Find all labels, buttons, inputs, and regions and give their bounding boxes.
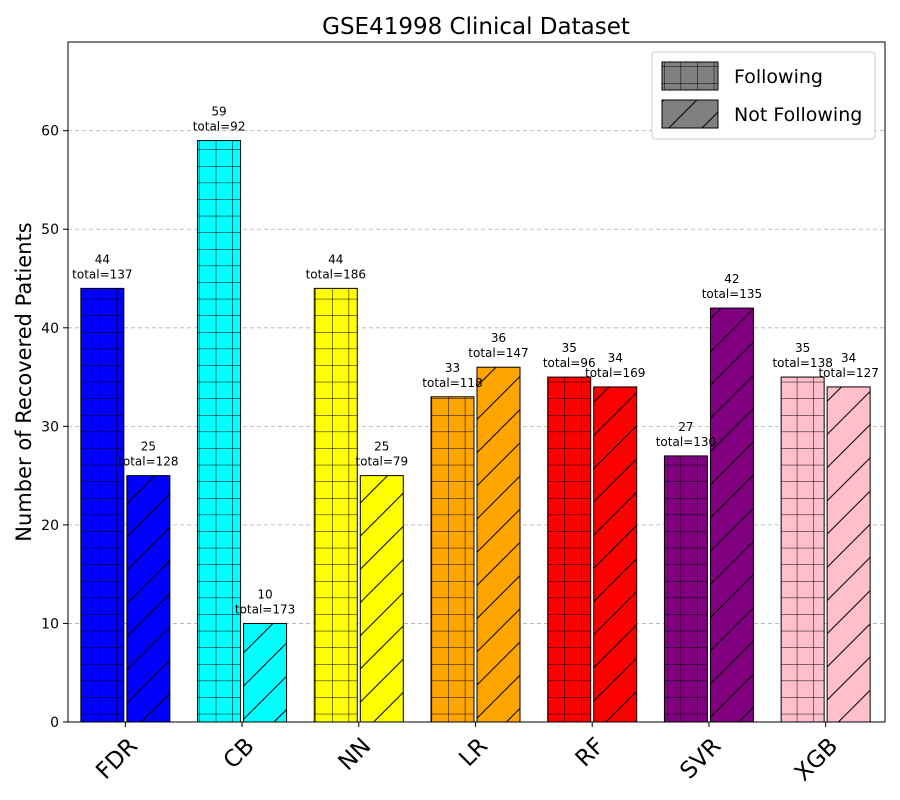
bar-hatch-xgb-following: [780, 376, 825, 723]
bars: [80, 140, 871, 723]
data-label-value: 44: [95, 252, 110, 266]
y-axis-label: Number of Recovered Patients: [12, 222, 36, 541]
y-axis: 0 10 20 30 40 50 60: [41, 124, 68, 731]
x-axis: FDR CB NN LR RF SVR XGB: [91, 722, 843, 786]
y-tick-label: 50: [41, 222, 59, 238]
data-label-value: 25: [374, 440, 389, 454]
data-label-total: total=130: [656, 435, 716, 449]
x-tick-label: LR: [454, 733, 493, 772]
data-label-total: total=128: [118, 455, 178, 469]
data-label-value: 36: [491, 331, 506, 345]
y-tick-label: 30: [41, 419, 59, 435]
data-label-total: total=186: [306, 267, 366, 281]
bar-hatch-rf-following: [547, 376, 592, 723]
chart-title: GSE41998 Clinical Dataset: [322, 14, 630, 40]
x-tick-label: FDR: [91, 733, 143, 785]
data-label-value: 42: [724, 272, 739, 286]
data-label-total: total=96: [543, 356, 596, 370]
bar-hatch-cb-not-following: [243, 622, 288, 723]
y-tick-label: 40: [41, 321, 59, 337]
data-label-value: 59: [211, 105, 226, 119]
bar-hatch-svr-not-following: [709, 307, 754, 723]
bar-hatch-svr-following: [663, 455, 708, 723]
data-label-total: total=127: [818, 366, 878, 380]
data-label-value: 27: [678, 420, 693, 434]
y-tick-label: 10: [41, 616, 59, 632]
bar-hatch-fdr-not-following: [126, 475, 171, 723]
legend-label-following: Following: [734, 66, 823, 88]
bar-hatch-lr-not-following: [476, 366, 521, 723]
data-label-total: total=135: [702, 287, 762, 301]
data-label-total: total=137: [72, 267, 132, 281]
data-label-value: 33: [445, 361, 460, 375]
y-tick-label: 0: [50, 715, 59, 731]
x-tick-label: SVR: [675, 733, 726, 784]
bar-hatch-cb-following: [197, 140, 242, 723]
data-label-total: total=169: [585, 366, 645, 380]
data-label-total: total=173: [235, 602, 295, 616]
bar-hatch-fdr-following: [80, 287, 125, 723]
legend-swatch-following-hatch: [661, 61, 719, 91]
x-tick-label: NN: [334, 733, 377, 776]
data-label-value: 34: [608, 351, 623, 365]
data-label-value: 44: [328, 252, 343, 266]
data-label-value: 34: [841, 351, 856, 365]
data-label-value: 10: [257, 587, 272, 601]
x-tick-label: XGB: [790, 733, 843, 786]
legend-label-not-following: Not Following: [734, 104, 862, 126]
data-label-value: 35: [562, 341, 577, 355]
data-label-total: total=147: [468, 346, 528, 360]
data-label-value: 35: [795, 341, 810, 355]
plot-frame: [67, 41, 886, 723]
data-labels: 44total=13725total=12859total=9210total=…: [72, 105, 879, 617]
x-tick-label: RF: [571, 733, 610, 772]
bar-hatch-nn-following: [313, 287, 358, 723]
y-tick-label: 20: [41, 518, 59, 534]
legend: Following Not Following: [651, 51, 876, 140]
legend-swatch-not-following-hatch: [661, 99, 719, 129]
y-tick-label: 60: [41, 124, 59, 140]
data-label-total: total=79: [355, 455, 408, 469]
bar-hatch-nn-not-following: [359, 475, 404, 723]
data-label-value: 25: [141, 440, 156, 454]
data-label-total: total=138: [772, 356, 832, 370]
bar-hatch-lr-following: [430, 396, 475, 723]
data-label-total: total=92: [193, 120, 246, 134]
data-label-total: total=118: [422, 376, 482, 390]
x-tick-label: CB: [219, 733, 260, 774]
bar-hatch-xgb-not-following: [826, 386, 871, 723]
bar-hatch-rf-not-following: [593, 386, 638, 723]
